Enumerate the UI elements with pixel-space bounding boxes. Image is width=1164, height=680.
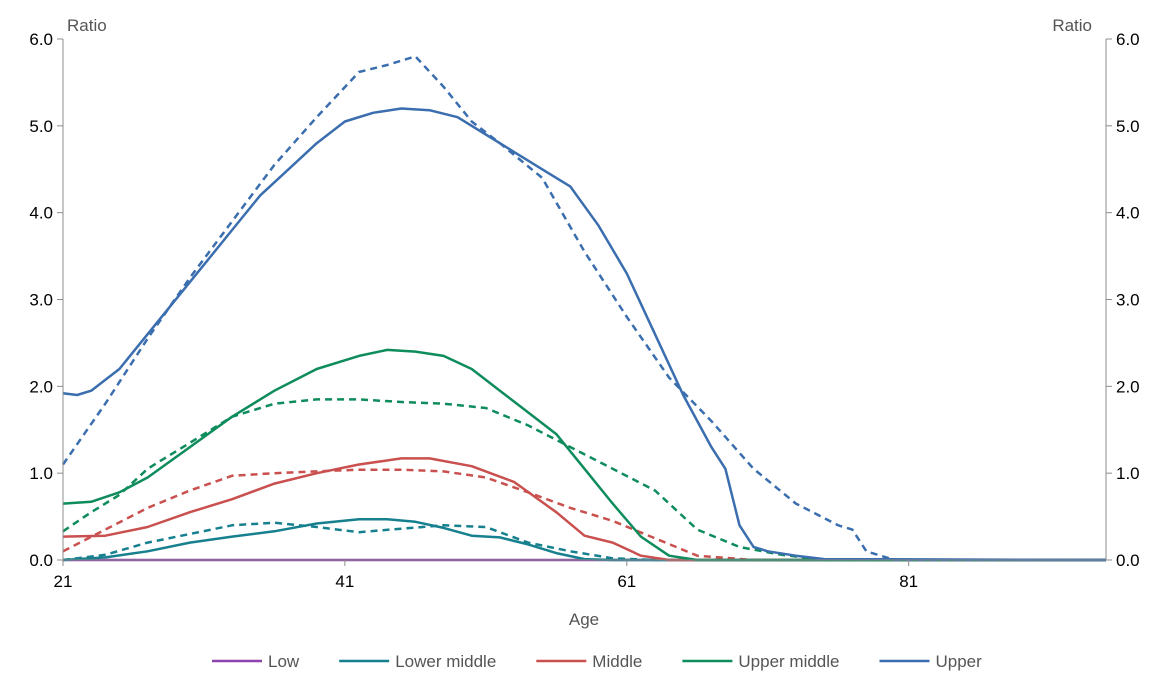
y-tick-label-right: 6.0 [1116, 30, 1140, 49]
axes [57, 38, 1112, 566]
y-tick-label-right: 4.0 [1116, 204, 1140, 223]
y-tick-label-left: 2.0 [29, 377, 53, 396]
legend-label-3: Upper middle [738, 652, 839, 671]
y-axis-label-left: Ratio [67, 16, 107, 35]
legend: Low Lower middle Middle Upper middle Upper [212, 652, 982, 671]
series-line-2-dashed [62, 521, 1106, 562]
y-tick-label-right: 2.0 [1116, 377, 1140, 396]
series-line-4-dashed [62, 468, 1106, 562]
y-tick-label-left: 0.0 [29, 551, 53, 570]
y-tick-label-right: 3.0 [1116, 291, 1140, 310]
y-tick-label-left: 4.0 [29, 204, 53, 223]
series-line-1-solid [62, 517, 1106, 562]
series-line-5-solid [62, 348, 1106, 562]
legend-label-2: Middle [592, 652, 642, 671]
y-tick-label-right: 5.0 [1116, 117, 1140, 136]
y-tick-label-left: 3.0 [29, 291, 53, 310]
x-tick-label: 81 [899, 572, 918, 591]
series-line-3-solid [62, 457, 1106, 562]
x-tick-label: 21 [54, 572, 73, 591]
series-lines [61, 55, 1107, 562]
y-tick-label-left: 6.0 [29, 30, 53, 49]
x-axis-label: Age [569, 610, 599, 629]
y-axis-label-right: Ratio [1052, 16, 1092, 35]
series-line-8-dashed [61, 55, 1106, 562]
y-tick-label-right: 1.0 [1116, 464, 1140, 483]
series-line-6-dashed [62, 398, 1106, 562]
x-tick-label: 41 [335, 572, 354, 591]
tick-labels: 0.0 0.0 1.0 1.0 2.0 2.0 3.0 3.0 4.0 4.0 5.0 5.0 6.0 6… [29, 30, 1139, 591]
y-tick-label-left: 5.0 [29, 117, 53, 136]
series-line-7-solid [62, 107, 1107, 562]
y-tick-label-right: 0.0 [1116, 551, 1140, 570]
legend-label-1: Lower middle [395, 652, 496, 671]
legend-label-0: Low [268, 652, 300, 671]
y-tick-label-left: 1.0 [29, 464, 53, 483]
legend-label-4: Upper [936, 652, 983, 671]
x-tick-label: 61 [617, 572, 636, 591]
